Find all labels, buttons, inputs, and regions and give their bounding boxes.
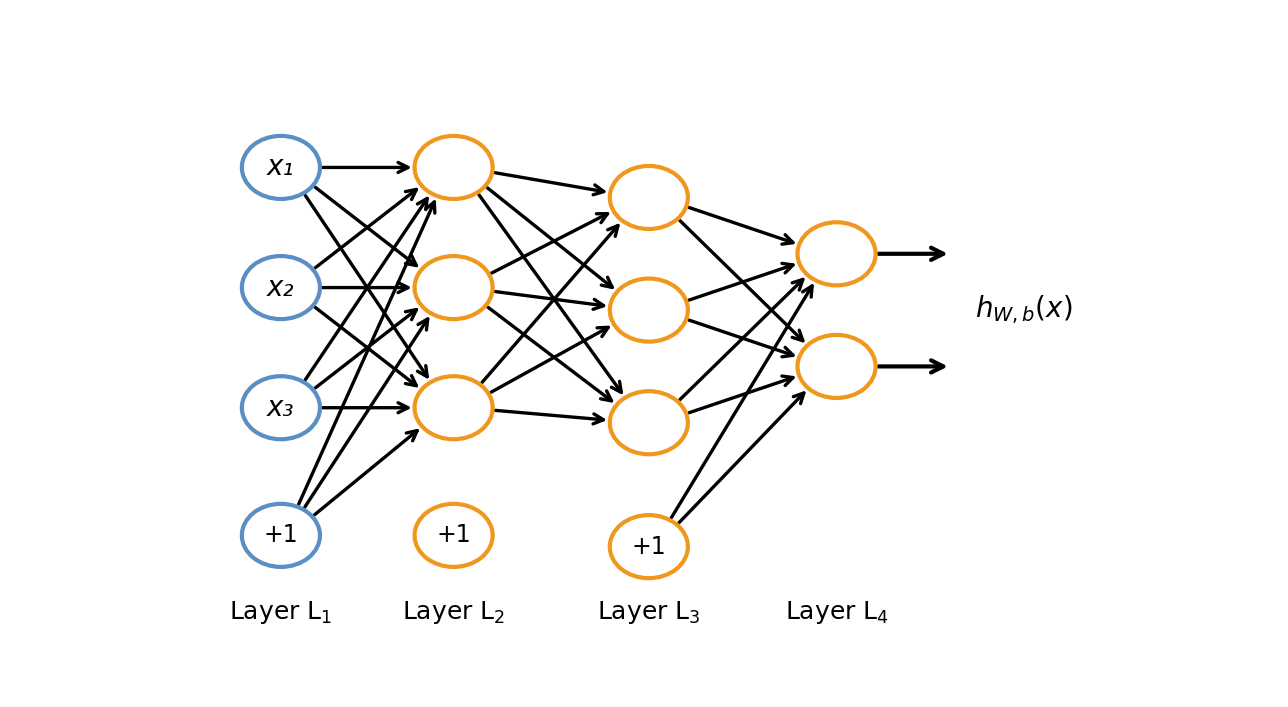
Ellipse shape (609, 166, 688, 229)
Ellipse shape (609, 279, 688, 341)
Text: x₃: x₃ (267, 394, 295, 421)
Ellipse shape (609, 515, 688, 578)
Ellipse shape (415, 504, 492, 567)
Ellipse shape (242, 256, 319, 319)
Ellipse shape (415, 256, 492, 319)
Ellipse shape (415, 376, 492, 439)
Ellipse shape (242, 136, 319, 199)
Text: +1: +1 (631, 534, 666, 559)
Ellipse shape (797, 335, 876, 398)
Text: +1: +1 (437, 523, 471, 547)
Text: x₁: x₁ (267, 153, 295, 182)
Ellipse shape (242, 504, 319, 567)
Ellipse shape (797, 222, 876, 286)
Ellipse shape (415, 136, 492, 199)
Text: +1: +1 (264, 523, 299, 547)
Text: x₂: x₂ (267, 274, 295, 302)
Text: Layer L$_{1}$: Layer L$_{1}$ (229, 600, 332, 626)
Text: Layer L$_{4}$: Layer L$_{4}$ (784, 600, 889, 626)
Text: $h_{W,b}(x)$: $h_{W,b}(x)$ (975, 293, 1073, 327)
Ellipse shape (609, 391, 688, 455)
Text: Layer L$_{3}$: Layer L$_{3}$ (598, 600, 701, 626)
Ellipse shape (242, 376, 319, 439)
Text: Layer L$_{2}$: Layer L$_{2}$ (402, 600, 505, 626)
